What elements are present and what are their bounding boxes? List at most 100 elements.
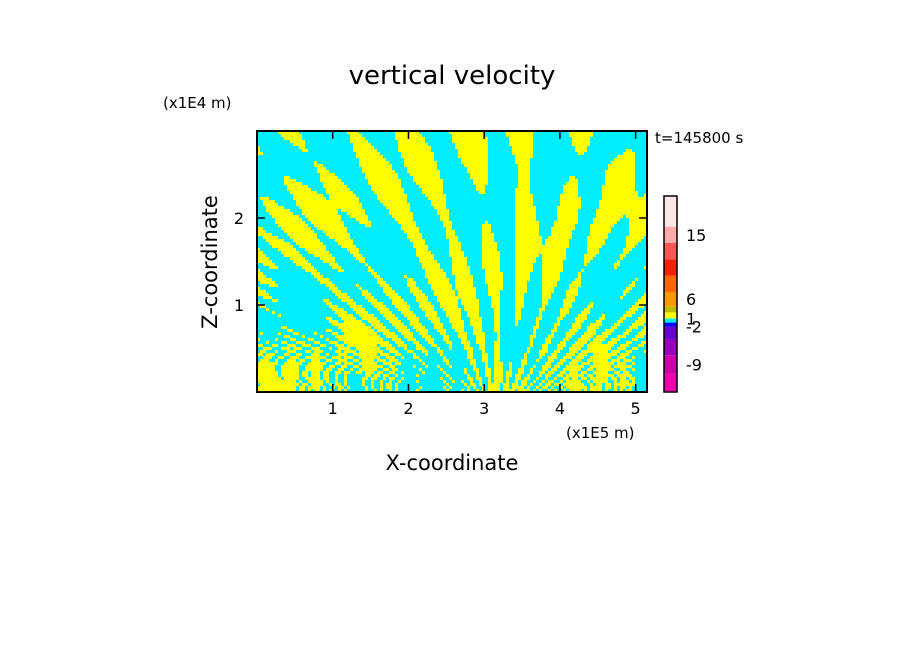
field-cell [341,131,345,135]
field-cell [503,191,507,195]
field-cell [359,152,363,156]
field-cell [590,209,594,213]
field-cell [338,173,342,177]
field-cell [416,203,420,207]
field-cell [377,218,381,222]
field-cell [617,161,621,165]
field-cell [356,173,360,177]
field-cell [419,236,423,240]
field-cell [587,158,591,162]
field-cell [584,230,588,234]
field-cell [515,161,519,165]
field-cell [467,149,471,153]
field-cell [425,218,429,222]
field-cell [317,146,321,150]
field-cell [299,239,303,243]
field-cell [296,197,300,201]
field-cell [377,179,381,183]
field-cell [467,167,471,171]
field-cell [287,200,291,204]
field-cell [452,236,456,240]
field-cell [605,191,609,195]
field-cell [512,179,516,183]
field-cell [440,137,444,141]
field-cell [356,206,360,210]
field-cell [521,170,525,174]
field-cell [299,197,303,201]
field-cell [383,230,387,234]
field-cell [494,227,498,231]
field-cell [566,131,570,135]
field-cell [578,152,582,156]
field-cell [578,137,582,141]
field-cell [446,158,450,162]
field-cell [452,194,456,198]
field-cell [425,146,429,150]
field-cell [344,155,348,159]
field-cell [557,230,561,234]
field-cell [533,209,537,213]
field-cell [422,224,426,228]
field-cell [443,221,447,225]
field-cell [362,221,366,225]
field-cell [584,233,588,237]
field-cell [410,161,414,165]
field-cell [623,200,627,204]
field-cell [620,194,624,198]
field-cell [302,158,306,162]
field-cell [524,194,528,198]
field-cell [548,134,552,138]
field-cell [365,239,369,243]
field-cell [416,191,420,195]
field-cell [542,182,546,186]
field-cell [590,176,594,180]
field-cell [512,152,516,156]
field-cell [482,227,486,231]
field-cell [605,137,609,141]
field-cell [287,176,291,180]
field-cell [332,152,336,156]
field-cell [554,149,558,153]
field-cell [476,170,480,174]
field-cell [509,173,513,177]
field-cell [485,173,489,177]
field-cell [533,176,537,180]
field-cell [350,224,354,228]
field-cell [359,185,363,189]
field-cell [551,161,555,165]
field-cell [500,197,504,201]
field-cell [320,149,324,153]
field-cell [293,185,297,189]
field-cell [287,203,291,207]
field-cell [488,155,492,159]
field-cell [341,242,345,246]
field-cell [476,149,480,153]
field-cell [485,203,489,207]
field-cell [266,233,270,237]
field-cell [593,131,597,135]
field-cell [350,182,354,186]
field-cell [284,143,288,147]
field-cell [461,158,465,162]
field-cell [326,200,330,204]
field-cell [374,200,378,204]
field-cell [431,140,435,144]
field-cell [461,131,465,135]
field-cell [506,131,510,135]
field-cell [341,167,345,171]
field-cell [602,170,606,174]
field-cell [572,206,576,210]
field-cell [323,230,327,234]
field-cell [497,155,501,159]
field-cell [497,230,501,234]
field-cell [467,155,471,159]
field-cell [302,242,306,246]
field-cell [587,167,591,171]
field-cell [485,221,489,225]
field-cell [308,134,312,138]
field-cell [548,239,552,243]
field-cell [374,149,378,153]
field-cell [494,155,498,159]
field-cell [596,182,600,186]
field-cell [452,224,456,228]
